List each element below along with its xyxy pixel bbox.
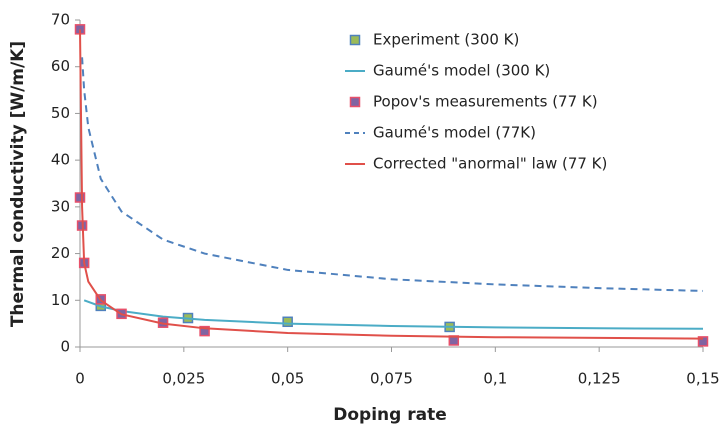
x-tick-label: 0,075 [370,370,413,388]
y-tick-label: 60 [51,57,70,75]
y-tick-label: 30 [51,197,70,215]
data-point [697,336,709,347]
x-tick-label: 0,125 [578,370,621,388]
legend-label: Gaumé's model (77K) [373,124,536,142]
data-point [199,325,210,337]
legend-label: Corrected "anormal" law (77 K) [373,155,607,173]
legend-label: Popov's measurements (77 K) [373,93,598,111]
x-axis-title: Doping rate [333,405,447,425]
x-tick-label: 0,1 [483,370,507,388]
y-tick-label: 40 [51,151,70,169]
legend-marker [349,96,361,108]
data-point [282,316,293,328]
y-tick-label: 10 [51,291,70,309]
x-tick-label: 0,05 [271,370,304,388]
legend-marker [349,34,361,46]
x-tick-label: 0 [75,370,85,388]
y-tick-label: 0 [60,338,70,356]
legend-label: Gaumé's model (300 K) [373,62,550,80]
y-axis-title: Thermal conductivity [W/m/K] [8,41,28,327]
series-line [79,29,704,340]
data-point [74,192,86,203]
x-tick-label: 0,15 [686,370,719,388]
y-tick-label: 50 [51,104,70,122]
x-tick-label: 0,025 [162,370,205,388]
legend-label: Experiment (300 K) [373,31,519,49]
y-tick-label: 70 [51,11,70,29]
y-tick-label: 20 [51,244,70,262]
series-line [83,299,704,330]
series-line [81,57,704,292]
